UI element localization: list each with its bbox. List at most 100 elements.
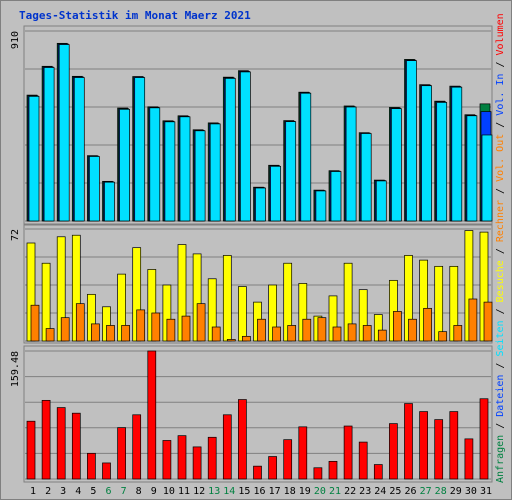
bar-rechner <box>242 335 251 342</box>
bar-rechner <box>332 326 342 342</box>
bar-seiten <box>330 171 342 222</box>
bar-volumen <box>26 420 36 480</box>
bar-rechner <box>453 325 463 342</box>
bar-volumen <box>358 441 368 480</box>
x-tick-label: 19 <box>299 486 311 497</box>
bar-seiten <box>194 130 206 222</box>
x-tick-label: 24 <box>374 486 386 497</box>
bar-rechner <box>438 331 448 342</box>
legend-entry: / <box>495 417 506 435</box>
x-tick-label: 25 <box>389 486 401 497</box>
x-tick-label: 18 <box>284 486 296 497</box>
legend-entry: / <box>495 357 506 375</box>
right-legend: Anfragen / Dateien / Seiten / Besuche / … <box>495 13 506 483</box>
bar-rechner <box>60 317 70 342</box>
x-tick-label: 12 <box>193 486 205 497</box>
bar-seiten <box>481 134 493 222</box>
bar-volumen <box>464 438 474 480</box>
bar-besuche <box>434 265 444 342</box>
bar-seiten <box>270 165 281 222</box>
x-tick-label: 10 <box>163 486 175 497</box>
bar-seiten <box>149 107 161 222</box>
x-tick-label: 1 <box>30 486 36 497</box>
bar-volumen <box>87 452 96 480</box>
bar-besuche <box>222 255 232 342</box>
bar-rechner <box>347 323 357 342</box>
bar-rechner <box>45 328 55 342</box>
legend-entry: Seiten <box>495 320 506 356</box>
legend-text: Anfragen / Dateien / Seiten / Besuche / … <box>495 13 506 483</box>
x-tick-label: 4 <box>75 486 81 497</box>
bar-seiten <box>58 44 70 222</box>
bar-rechner <box>423 307 432 342</box>
bar-rechner <box>166 318 176 342</box>
x-tick-label: 27 <box>420 486 432 497</box>
legend-entry: Volumen <box>495 13 506 55</box>
x-tick-label: 9 <box>151 486 157 497</box>
bar-rechner <box>287 325 297 342</box>
bar-seiten <box>375 180 387 222</box>
bar-volumen <box>117 427 126 480</box>
bar-seiten <box>43 67 55 222</box>
legend-entry: / <box>495 55 506 73</box>
bar-rechner <box>106 325 115 342</box>
bar-seiten <box>164 121 176 222</box>
bar-seiten <box>209 123 221 222</box>
bar-volumen <box>479 398 489 480</box>
bar-rechner <box>226 339 236 342</box>
bar-rechner <box>272 326 281 342</box>
legend-entry: Anfragen <box>495 435 506 483</box>
bar-rechner <box>257 318 266 342</box>
bar-volumen <box>71 412 81 480</box>
bar-rechner <box>211 326 221 342</box>
y-axis-max-label: 910 <box>10 31 21 49</box>
bar-seiten <box>436 102 448 222</box>
bar-seiten <box>360 133 372 222</box>
bar-seiten <box>406 60 417 222</box>
bars-group <box>26 42 493 480</box>
bar-volumen <box>298 426 308 480</box>
bar-seiten <box>134 77 146 222</box>
bar-volumen <box>192 446 202 480</box>
bar-seiten <box>466 115 478 222</box>
bar-seiten <box>421 85 432 222</box>
bar-volumen <box>253 465 262 480</box>
bar-seiten <box>89 156 100 222</box>
x-axis-labels: 1 2 3 4 5 6 7 8 9 10 11 12 13 14 15 16 17 18 19 20 21 22 23 24 2… <box>30 486 492 497</box>
bar-seiten <box>300 92 312 222</box>
bar-rechner <box>196 303 206 342</box>
legend-entry: Besuche <box>495 260 506 302</box>
bar-volumen <box>147 350 157 480</box>
bar-rechner <box>408 318 417 342</box>
bar-volumen <box>328 460 338 480</box>
legend-entry: Vol. Out <box>495 134 506 182</box>
panel-bottom-frame <box>23 345 493 483</box>
x-tick-label: 13 <box>208 486 220 497</box>
bar-rechner <box>151 312 161 342</box>
bar-rechner <box>362 325 372 342</box>
bar-volumen <box>449 411 459 480</box>
bar-seiten <box>28 96 40 222</box>
bar-volumen <box>343 425 353 480</box>
x-tick-label: 21 <box>329 486 341 497</box>
bar-rechner <box>181 315 191 342</box>
legend-entry: / <box>495 302 506 320</box>
x-tick-label: 11 <box>178 486 190 497</box>
bar-seiten <box>391 108 402 222</box>
bar-volumen <box>41 399 51 480</box>
bar-rechner <box>302 318 312 342</box>
x-tick-label: 29 <box>450 486 462 497</box>
bar-seiten <box>179 116 191 222</box>
bar-rechner <box>30 304 40 342</box>
x-tick-label: 14 <box>223 486 235 497</box>
bar-rechner <box>121 325 130 342</box>
bar-volumen <box>56 407 66 480</box>
bar-volumen <box>268 456 277 480</box>
x-tick-label: 15 <box>238 486 250 497</box>
bar-seiten <box>104 181 115 222</box>
bar-volumen <box>404 403 413 480</box>
bar-seiten <box>73 77 85 222</box>
bar-volumen <box>177 435 187 480</box>
